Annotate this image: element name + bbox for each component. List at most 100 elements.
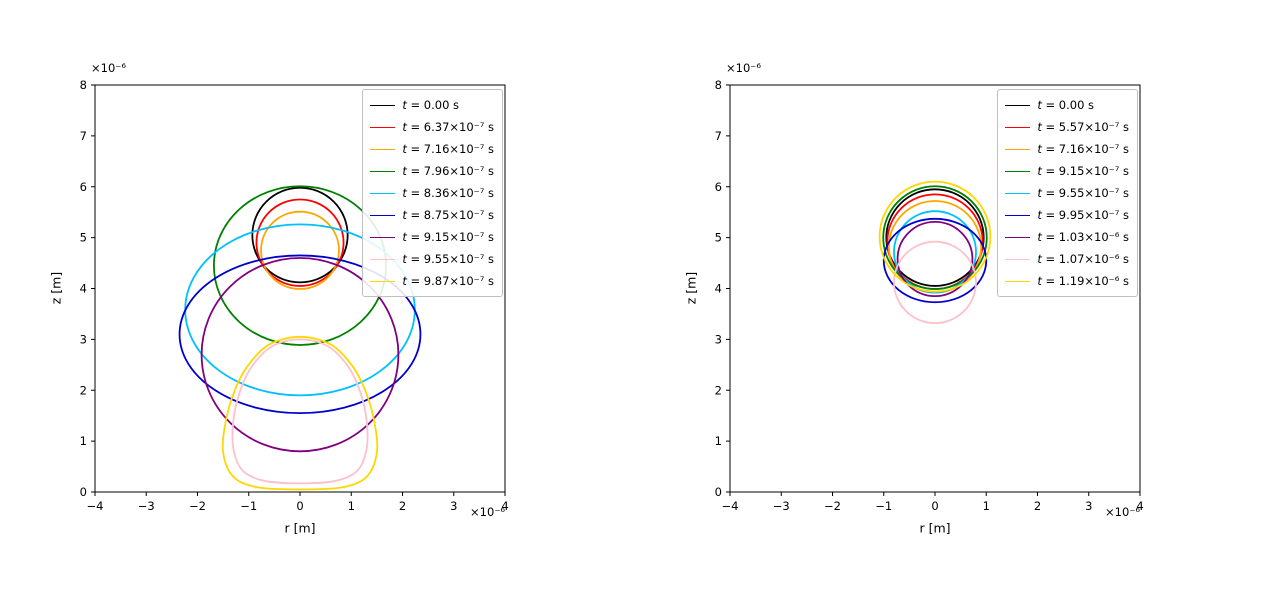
legend-line-swatch: [370, 126, 396, 128]
series-curve-5: [178, 254, 422, 415]
x-ticks: −4 −3 −2 −1 0 1 2 3 4: [87, 492, 509, 513]
legend-label: t = 7.16×10⁻⁷ s: [402, 142, 494, 156]
legend-item: t = 1.03×10⁻⁶ s: [1005, 226, 1129, 248]
x-tick-label: 2: [399, 499, 406, 513]
y-tick-label: 7: [80, 129, 87, 143]
legend-line-swatch: [1005, 258, 1031, 260]
x-tick-label: −3: [138, 499, 155, 513]
y-tick-label: 2: [80, 383, 87, 397]
legend-line-swatch: [1005, 214, 1031, 216]
legend-line-swatch: [370, 104, 396, 106]
y-tick-label: 6: [715, 180, 722, 194]
legend-line-swatch: [370, 280, 396, 282]
x-tick-label: 4: [1136, 499, 1143, 513]
legend-label: t = 9.55×10⁻⁷ s: [1037, 186, 1129, 200]
legend: t = 0.00 s t = 6.37×10⁻⁷ s t = 7.16×10⁻⁷ s…: [362, 89, 503, 297]
legend-label: t = 7.96×10⁻⁷ s: [402, 164, 494, 178]
legend-line-swatch: [370, 236, 396, 238]
legend-label: t = 9.95×10⁻⁷ s: [1037, 208, 1129, 222]
left-chart: −4 −3 −2 −1 0 1 2 3 4 0 1 2 3 4 5 6 7 8 z [m] r [m] ×10⁻⁶…: [48, 61, 509, 536]
x-tick-label: 1: [348, 499, 355, 513]
y-tick-label: 0: [715, 485, 722, 499]
legend-line-swatch: [1005, 236, 1031, 238]
legend-item: t = 1.19×10⁻⁶ s: [1005, 270, 1129, 292]
legend-label: t = 6.37×10⁻⁷ s: [402, 120, 494, 134]
y-tick-label: 7: [715, 129, 722, 143]
legend-item: t = 8.36×10⁻⁷ s: [370, 182, 494, 204]
x-tick-label: 2: [1034, 499, 1041, 513]
legend-label: t = 9.87×10⁻⁷ s: [402, 274, 494, 288]
legend-label: t = 0.00 s: [1037, 98, 1095, 112]
series-curve-6: [896, 220, 974, 298]
axes-frame: [94, 84, 506, 493]
legend-item: t = 7.96×10⁻⁷ s: [370, 160, 494, 182]
series-curve-0: [251, 186, 349, 284]
y-tick-label: 8: [715, 78, 722, 92]
left-plot-area: −4 −3 −2 −1 0 1 2 3 4 0 1 2 3 4 5 6 7 8: [80, 78, 509, 513]
legend-line-swatch: [1005, 280, 1031, 282]
legend: t = 0.00 s t = 5.57×10⁻⁷ s t = 7.16×10⁻⁷ s…: [997, 89, 1138, 297]
y-tick-label: 3: [715, 332, 722, 346]
x-tick-label: −2: [189, 499, 206, 513]
legend-label: t = 1.03×10⁻⁶ s: [1037, 230, 1129, 244]
x-tick-label: −2: [824, 499, 841, 513]
x-tick-label: −4: [87, 499, 104, 513]
legend-item: t = 1.07×10⁻⁶ s: [1005, 248, 1129, 270]
y-tick-label: 1: [80, 434, 87, 448]
legend-item: t = 9.87×10⁻⁷ s: [370, 270, 494, 292]
series-curve-7: [893, 240, 977, 324]
y-axis-offset-label: ×10⁻⁶: [726, 61, 761, 75]
legend-item: t = 0.00 s: [1005, 94, 1129, 116]
x-tick-label: −1: [875, 499, 892, 513]
axes-frame: [729, 84, 1141, 493]
legend-item: t = 0.00 s: [370, 94, 494, 116]
legend-label: t = 1.07×10⁻⁶ s: [1037, 252, 1129, 266]
legend-item: t = 9.15×10⁻⁷ s: [1005, 160, 1129, 182]
x-axis-label: r [m]: [284, 520, 316, 536]
legend-label: t = 9.15×10⁻⁷ s: [1037, 164, 1129, 178]
legend-item: t = 7.16×10⁻⁷ s: [1005, 138, 1129, 160]
y-ticks: 0 1 2 3 4 5 6 7 8: [715, 78, 730, 499]
x-tick-label: −4: [722, 499, 739, 513]
legend-item: t = 9.15×10⁻⁷ s: [370, 226, 494, 248]
right-plot-area: −4 −3 −2 −1 0 1 2 3 4 0 1 2 3 4 5 6 7 8: [715, 78, 1144, 513]
series-curve-0: [885, 188, 985, 287]
legend-line-swatch: [1005, 170, 1031, 172]
x-tick-label: 4: [501, 499, 508, 513]
legend-label: t = 9.15×10⁻⁷ s: [402, 230, 494, 244]
y-tick-label: 8: [80, 78, 87, 92]
legend-line-swatch: [1005, 126, 1031, 128]
x-axis-label: r [m]: [919, 520, 951, 536]
legend-line-swatch: [1005, 148, 1031, 150]
y-axis-offset-label: ×10⁻⁶: [91, 61, 126, 75]
x-ticks: −4 −3 −2 −1 0 1 2 3 4: [722, 492, 1144, 513]
y-tick-label: 0: [80, 485, 87, 499]
legend-line-swatch: [370, 170, 396, 172]
series-curve-3: [882, 185, 988, 290]
y-tick-label: 4: [715, 282, 722, 296]
y-tick-label: 1: [715, 434, 722, 448]
legend-label: t = 1.19×10⁻⁶ s: [1037, 274, 1129, 288]
series-curve-8: [221, 335, 379, 491]
legend-line-swatch: [370, 258, 396, 260]
y-tick-label: 2: [715, 383, 722, 397]
y-axis-label: z [m]: [48, 271, 64, 305]
curves: [878, 180, 992, 324]
series-curve-7: [231, 338, 369, 485]
series-curve-8: [878, 180, 992, 293]
series-curve-2: [260, 210, 340, 290]
legend-item: t = 6.37×10⁻⁷ s: [370, 116, 494, 138]
legend-line-swatch: [370, 192, 396, 194]
legend-label: t = 8.75×10⁻⁷ s: [402, 208, 494, 222]
y-tick-label: 5: [80, 231, 87, 245]
legend-item: t = 9.95×10⁻⁷ s: [1005, 204, 1129, 226]
y-ticks: 0 1 2 3 4 5 6 7 8: [80, 78, 95, 499]
x-axis-offset-label: ×10⁻⁶: [470, 505, 505, 519]
x-tick-label: 1: [983, 499, 990, 513]
y-tick-label: 4: [80, 282, 87, 296]
x-tick-label: 3: [1085, 499, 1092, 513]
legend-line-swatch: [370, 148, 396, 150]
y-tick-label: 5: [715, 231, 722, 245]
legend-item: t = 5.57×10⁻⁷ s: [1005, 116, 1129, 138]
